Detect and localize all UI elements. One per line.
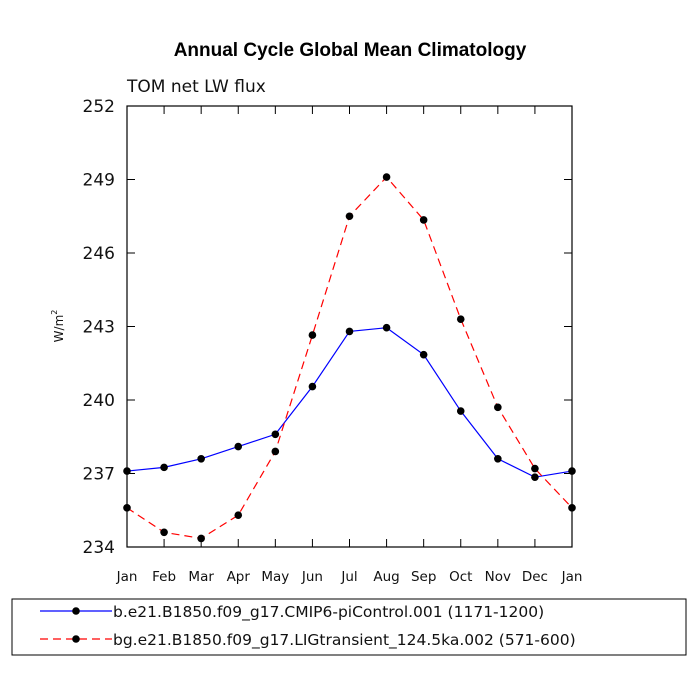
series-2-point <box>345 212 354 221</box>
series-2-point <box>197 534 205 543</box>
y-tick-label: 249 <box>83 171 115 191</box>
x-axis: Jan Feb Mar Apr May Jun Jul Aug Sep Oct Nov Dec Jan <box>116 106 583 585</box>
y-axis-label-text: W/m <box>52 315 66 343</box>
series-2-point <box>234 511 243 519</box>
series-2-point <box>382 173 391 181</box>
y-axis-label-superscript: 2 <box>50 310 59 315</box>
x-tick-label: Jan <box>116 569 138 585</box>
x-tick-label: Dec <box>522 569 548 585</box>
series-1-point <box>494 455 502 463</box>
series-1-point <box>419 350 428 359</box>
legend-label-2: bg.e21.B1850.f09_g17.LIGtransient_124.5k… <box>113 631 576 650</box>
series-2-point <box>568 504 576 512</box>
x-tick-label: Sep <box>411 569 436 585</box>
plot-frame <box>126 105 573 548</box>
legend-label-1: b.e21.B1850.f09_g17.CMIP6-piControl.001 … <box>113 603 544 622</box>
series-1-point <box>234 442 243 451</box>
y-tick-label: 237 <box>83 465 115 485</box>
legend: b.e21.B1850.f09_g17.CMIP6-piControl.001 … <box>11 598 687 656</box>
series-1-point <box>456 407 465 415</box>
y-tick-label: 240 <box>83 391 115 411</box>
y-axis-label: W/m2 <box>50 310 66 343</box>
x-tick-label: Oct <box>449 569 472 585</box>
series-1-point <box>271 430 280 439</box>
chart-title: Annual Cycle Global Mean Climatology <box>174 40 527 61</box>
y-axis: 234 237 240 243 246 249 252 <box>83 97 572 558</box>
series-2-point <box>456 315 465 323</box>
svg-text:W/m2: W/m2 <box>50 310 66 343</box>
series-1-point <box>160 463 168 472</box>
x-tick-label: Nov <box>485 569 511 585</box>
x-tick-label: Mar <box>188 569 214 585</box>
series-line-1 <box>126 327 573 478</box>
x-tick-label: Aug <box>373 569 399 585</box>
y-tick-label: 252 <box>83 97 115 117</box>
legend-marker-2 <box>72 635 80 643</box>
series-2-point <box>531 464 539 473</box>
x-tick-label: Apr <box>227 569 251 585</box>
series-2-point <box>160 528 168 537</box>
series-1-point <box>531 473 539 481</box>
y-tick-label: 243 <box>83 318 115 338</box>
series-1-point <box>382 323 391 332</box>
chart-subtitle: TOM net LW flux <box>126 77 266 97</box>
series-line-2 <box>126 176 573 540</box>
series-2-point <box>123 504 131 512</box>
legend-marker-1 <box>72 607 80 615</box>
y-tick-label: 246 <box>83 244 115 264</box>
series-2-point <box>308 331 317 339</box>
series-2-point <box>494 403 502 412</box>
series-2-point <box>271 447 280 456</box>
series-1-point <box>345 327 354 336</box>
series-1-point <box>568 467 576 475</box>
legend-box <box>11 598 687 656</box>
series-1-point <box>123 467 131 475</box>
series-1-point <box>308 382 317 391</box>
series-layer <box>123 173 576 543</box>
x-tick-label: Feb <box>152 569 176 585</box>
x-tick-label: Jun <box>301 569 323 585</box>
x-tick-label: Jan <box>561 569 583 585</box>
y-tick-label: 234 <box>83 538 115 558</box>
x-tick-label: Jul <box>340 569 357 585</box>
series-1-point <box>197 455 205 463</box>
series-2-point <box>419 216 428 224</box>
x-tick-label: May <box>261 569 289 585</box>
